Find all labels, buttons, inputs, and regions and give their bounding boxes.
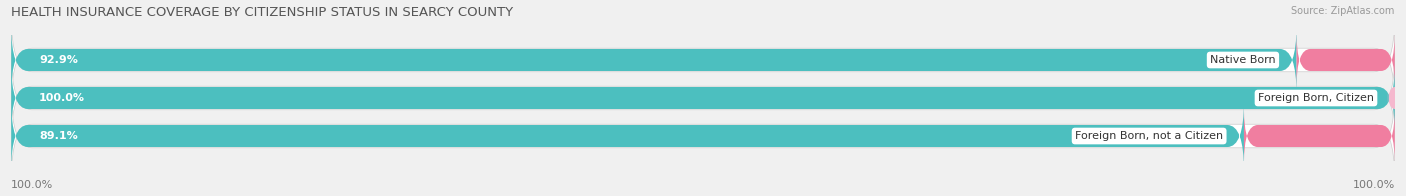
FancyBboxPatch shape xyxy=(11,91,1395,181)
Text: 100.0%: 100.0% xyxy=(1353,180,1395,190)
Text: Source: ZipAtlas.com: Source: ZipAtlas.com xyxy=(1291,6,1395,16)
Text: Native Born: Native Born xyxy=(1211,55,1275,65)
Text: 89.1%: 89.1% xyxy=(39,131,77,141)
FancyBboxPatch shape xyxy=(11,53,1395,143)
FancyBboxPatch shape xyxy=(1388,87,1406,109)
Text: 92.9%: 92.9% xyxy=(39,55,77,65)
FancyBboxPatch shape xyxy=(11,64,1395,132)
FancyBboxPatch shape xyxy=(11,25,1296,95)
Text: 100.0%: 100.0% xyxy=(11,180,53,190)
FancyBboxPatch shape xyxy=(1296,33,1395,87)
FancyBboxPatch shape xyxy=(11,15,1395,105)
Text: HEALTH INSURANCE COVERAGE BY CITIZENSHIP STATUS IN SEARCY COUNTY: HEALTH INSURANCE COVERAGE BY CITIZENSHIP… xyxy=(11,6,513,19)
FancyBboxPatch shape xyxy=(1244,109,1395,163)
Text: 100.0%: 100.0% xyxy=(39,93,84,103)
Text: Foreign Born, not a Citizen: Foreign Born, not a Citizen xyxy=(1076,131,1223,141)
Text: Foreign Born, Citizen: Foreign Born, Citizen xyxy=(1258,93,1374,103)
FancyBboxPatch shape xyxy=(11,101,1244,171)
